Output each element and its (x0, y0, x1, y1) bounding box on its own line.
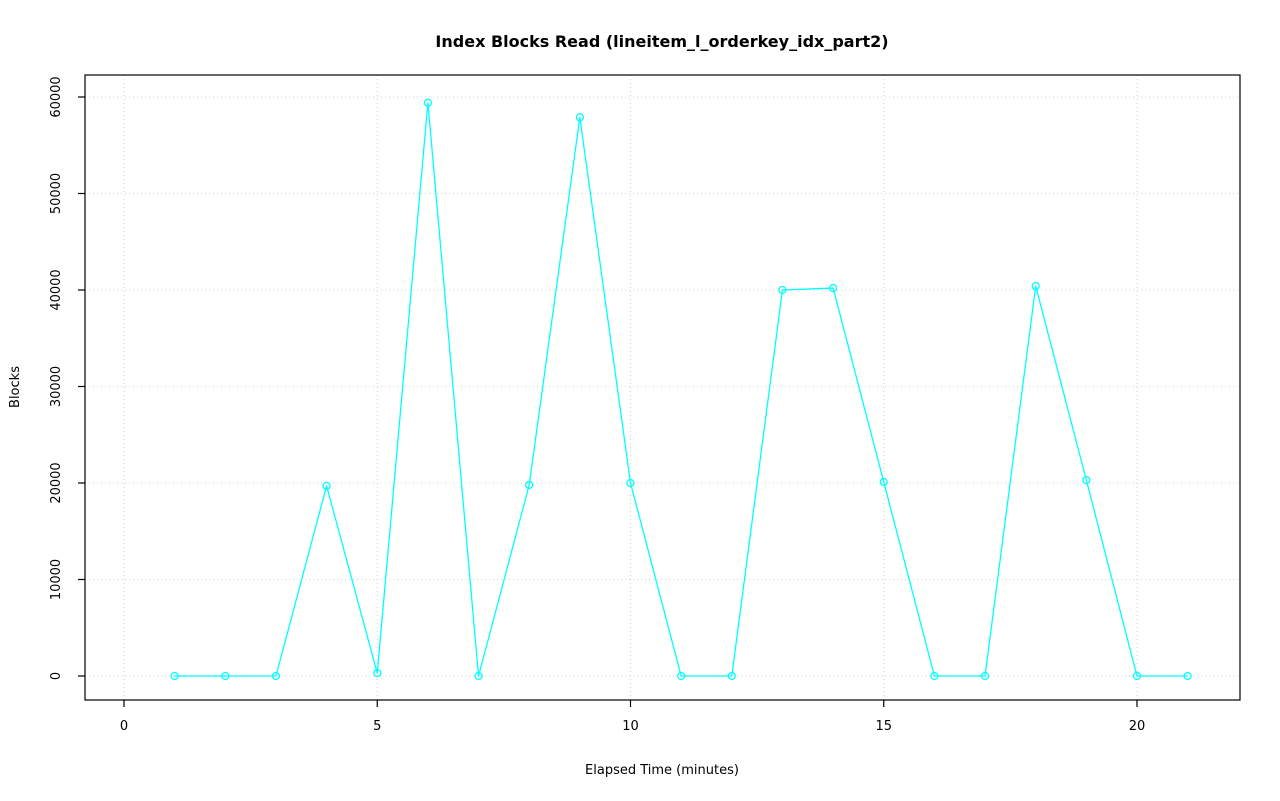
x-tick-label: 5 (373, 719, 381, 734)
x-tick-label: 10 (622, 719, 639, 734)
y-tick-label: 10000 (49, 559, 64, 600)
data-point (1031, 281, 1040, 291)
data-point (828, 283, 838, 293)
data-point (1132, 671, 1142, 681)
data-point (322, 481, 331, 491)
data-point (1082, 475, 1091, 485)
data-point (930, 671, 939, 681)
data-point (879, 477, 888, 487)
series-line (173, 102, 1189, 677)
x-tick-label: 15 (875, 719, 892, 734)
data-point (474, 671, 483, 681)
y-tick-label: 40000 (49, 269, 64, 310)
data-series (170, 98, 1192, 681)
data-point (727, 671, 736, 681)
y-tick-label: 20000 (49, 462, 64, 503)
grid (85, 75, 1240, 700)
data-point (1183, 671, 1192, 681)
data-point (271, 671, 281, 681)
chart-title: Index Blocks Read (lineitem_l_orderkey_i… (435, 32, 888, 51)
x-tick-label: 0 (120, 719, 128, 734)
y-axis-label: Blocks (8, 366, 23, 408)
y-tick-label: 60000 (49, 76, 64, 117)
plot-border (84, 74, 1241, 701)
x-tick-label: 20 (1129, 719, 1146, 734)
axes: 0 5 10 15 20 0 10000 20000 30000 40000 50000 60000 (49, 76, 1145, 734)
data-point (980, 671, 990, 681)
data-point (778, 285, 787, 295)
data-point (575, 113, 584, 122)
y-tick-label: 50000 (49, 173, 64, 214)
data-point (170, 671, 179, 681)
data-point (221, 671, 230, 681)
data-point (525, 480, 534, 490)
data-point (423, 98, 433, 107)
data-point (373, 668, 382, 678)
y-tick-label: 0 (49, 672, 64, 680)
data-point (677, 671, 686, 681)
data-point (626, 478, 635, 488)
y-tick-label: 30000 (49, 366, 64, 407)
x-axis-label: Elapsed Time (minutes) (585, 763, 739, 778)
